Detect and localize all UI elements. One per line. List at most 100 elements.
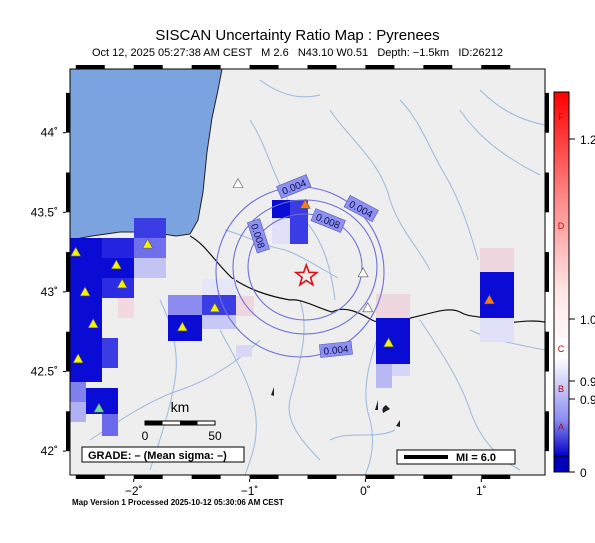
frame-segment — [481, 475, 511, 479]
uncertainty-grid — [70, 200, 514, 436]
colorbar-gradient — [553, 91, 570, 457]
uncertainty-cell — [168, 295, 202, 315]
frame-segment — [66, 331, 70, 372]
uncertainty-cell — [272, 218, 290, 244]
grade-a: A — [558, 422, 564, 432]
uncertainty-cell — [70, 298, 102, 338]
mi-bar — [404, 455, 448, 459]
frame-segment — [133, 65, 163, 69]
contour-inner — [247, 213, 363, 321]
star-icon — [293, 262, 320, 287]
uncertainty-cell — [70, 402, 86, 422]
frame-segment — [545, 331, 549, 372]
lat-tick-label: 42.5˚ — [31, 365, 58, 379]
frame-segment — [66, 411, 70, 452]
station-triangle — [79, 286, 91, 297]
station-triangle — [362, 302, 374, 313]
uncertainty-cell — [202, 315, 236, 329]
uncertainty-cell — [102, 338, 118, 368]
colorbar-low-swatch — [553, 455, 570, 473]
uncertainty-cell — [480, 272, 514, 318]
uncertainty-cell — [376, 318, 410, 364]
longitude-labels: −2˚ −1˚ 0˚ 1˚ — [125, 479, 487, 498]
frame-segment — [307, 65, 337, 69]
frame-segment — [365, 475, 395, 479]
uncertainty-cell — [480, 248, 514, 272]
lat-tick-label: 42˚ — [41, 444, 58, 458]
scale-zero: 0 — [142, 429, 149, 443]
grade-d: D — [558, 221, 565, 231]
station-triangle — [232, 178, 244, 188]
colorbar-value: 0.9 — [580, 393, 595, 407]
uncertainty-cell — [118, 298, 134, 318]
station-triangle — [209, 302, 221, 313]
river-network — [89, 79, 545, 475]
grade-c: C — [558, 344, 565, 354]
uncertainty-cell — [102, 238, 134, 258]
colorbar-value: 1.0 — [580, 313, 595, 327]
grade-b: B — [558, 384, 564, 394]
uncertainty-cell — [376, 364, 392, 388]
station-triangle — [357, 267, 369, 278]
frame-segment — [545, 252, 549, 292]
uncertainty-cell — [134, 218, 166, 238]
processing-footer: Map Version 1 Processed 2025-10-12 05:30… — [72, 498, 284, 507]
frame-segment — [481, 65, 511, 69]
contour-label: 0.004 — [323, 344, 349, 358]
frame-segment — [545, 172, 549, 213]
lat-tick-label: 43˚ — [41, 285, 58, 299]
frame-segment — [75, 65, 105, 69]
grade-f: F — [558, 112, 564, 122]
uncertainty-cell — [236, 296, 254, 316]
uncertainty-cell — [376, 294, 410, 318]
uncertainty-cell — [480, 318, 514, 342]
lon-tick-label: 0˚ — [360, 484, 371, 498]
scale-max: 50 — [208, 429, 222, 443]
colorbar-value: 0.9 — [580, 375, 595, 389]
frame-segment — [365, 65, 395, 69]
frame-segment — [249, 475, 279, 479]
station-triangle — [72, 353, 84, 364]
station-triangle — [142, 238, 154, 249]
mi-text: MI = 6.0 — [456, 452, 496, 464]
map-frame — [66, 65, 549, 479]
frame-segment — [423, 475, 453, 479]
mi-box: MI = 6.0 — [396, 449, 516, 465]
station-triangle — [299, 198, 311, 209]
scale-bar: km 0 50 — [142, 399, 222, 443]
uncertainty-cell — [236, 345, 252, 357]
lat-tick-label: 43.5˚ — [31, 205, 58, 219]
uncertainty-cell — [134, 258, 166, 278]
grade-text: GRADE: – (Mean sigma: –) — [88, 450, 227, 462]
uncertainty-cell — [392, 364, 410, 376]
lat-tick-label: 44˚ — [41, 126, 58, 140]
event-info: Oct 12, 2025 05:27:38 AM CEST M 2.6 N43.… — [92, 47, 503, 59]
uncertainty-cell — [272, 200, 290, 218]
frame-segment — [423, 65, 453, 69]
station-triangle — [87, 318, 99, 329]
frame-segment — [307, 475, 337, 479]
ocean-bay-of-biscay — [70, 69, 223, 241]
station-triangle — [116, 278, 128, 289]
station-triangle — [383, 337, 395, 348]
frame-segment — [191, 65, 221, 69]
map-title: SISCAN Uncertainty Ratio Map : Pyrenees — [155, 27, 440, 44]
frame-segment — [133, 475, 163, 479]
uncertainty-cell — [70, 382, 86, 402]
frame-segment — [66, 172, 70, 213]
colorbar-value: 1.2 — [580, 133, 595, 147]
lon-tick-label: −1˚ — [241, 484, 259, 498]
uncertainty-cell — [70, 258, 102, 278]
station-markers — [70, 178, 495, 413]
station-triangle — [70, 246, 82, 257]
station-triangle — [110, 259, 122, 270]
frame-segment — [75, 475, 105, 479]
frame-segment — [66, 92, 70, 133]
station-triangle — [93, 402, 105, 413]
frame-segment — [66, 252, 70, 292]
station-triangle — [176, 321, 188, 332]
colorbar: F D C B A 1.2 1.0 0.9 0.9 0 — [553, 91, 595, 480]
frame-segment — [249, 65, 279, 69]
grade-box: GRADE: – (Mean sigma: –) — [81, 446, 245, 463]
lon-tick-label: −2˚ — [125, 484, 143, 498]
